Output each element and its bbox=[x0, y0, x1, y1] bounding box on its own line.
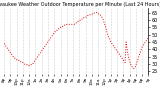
Title: Milwaukee Weather Outdoor Temperature per Minute (Last 24 Hours): Milwaukee Weather Outdoor Temperature pe… bbox=[0, 2, 160, 7]
